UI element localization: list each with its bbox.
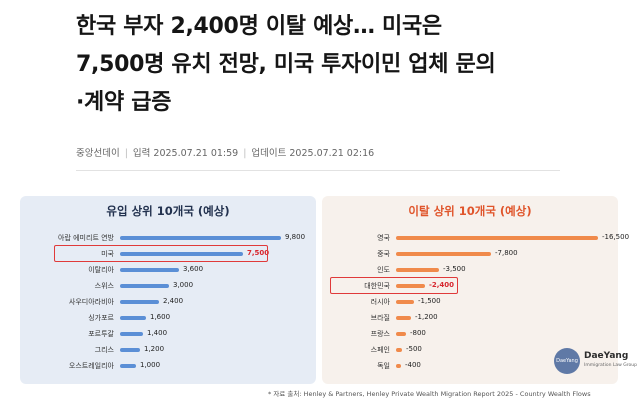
value-label: 9,800 bbox=[285, 233, 306, 241]
bar-mark bbox=[396, 332, 406, 336]
bar-row-out: 스페인 -500 bbox=[322, 342, 618, 358]
bar-row-in: 이탈리아 3,600 bbox=[20, 262, 316, 278]
bar-mark bbox=[396, 364, 401, 368]
bar-mark bbox=[396, 300, 414, 304]
source-note: * 자료 출처: Henley & Partners, Henley Priva… bbox=[268, 390, 591, 398]
value-label: 1,200 bbox=[144, 345, 165, 353]
bar-mark bbox=[120, 268, 179, 272]
bar-mark bbox=[120, 316, 146, 320]
country-label: 오스트레일리아 bbox=[68, 362, 114, 370]
meta-divider bbox=[76, 170, 560, 171]
value-label: 1,000 bbox=[140, 361, 161, 369]
article-meta: 중앙선데이 | 입력 2025.07.21 01:59 | 업데이트 2025.07.2… bbox=[76, 145, 374, 159]
bar-mark bbox=[120, 236, 281, 240]
headline-line-2: 7,500명 유치 전망, 미국 투자이민 업체 문의 bbox=[76, 52, 496, 77]
inflow-panel: 유입 상위 10개국 (예상) 아랍 에미리트 연방 9,800 미국 7,500 이탈… bbox=[20, 196, 316, 384]
bar-row-in: 아랍 에미리트 연방 9,800 bbox=[20, 230, 316, 246]
bar-row-in: 싱가포르 1,600 bbox=[20, 310, 316, 326]
logo-emblem-icon: DaeYang bbox=[554, 348, 580, 374]
inflow-panel-title: 유입 상위 10개국 (예상) bbox=[106, 204, 230, 218]
article-headline: 한국 부자 2,400명 이탈 예상… 미국은 7,500명 유치 전망, 미국… bbox=[76, 8, 616, 122]
wealth-migration-infographic: 유입 상위 10개국 (예상) 아랍 에미리트 연방 9,800 미국 7,500 이탈… bbox=[18, 196, 637, 402]
highlight-box bbox=[54, 245, 268, 262]
bar-mark bbox=[120, 348, 140, 352]
bar-row-out: 프랑스 -800 bbox=[322, 326, 618, 342]
bar-row-in: 포르투갈 1,400 bbox=[20, 326, 316, 342]
bar-mark bbox=[396, 236, 598, 240]
value-label: -400 bbox=[405, 361, 421, 369]
country-label: 사우디아라비아 bbox=[68, 298, 114, 306]
bar-row-out: 러시아 -1,500 bbox=[322, 294, 618, 310]
bar-mark bbox=[120, 252, 243, 256]
bar-mark bbox=[396, 252, 491, 256]
bar-row-out: 브라질 -1,200 bbox=[322, 310, 618, 326]
daeyang-logo: DaeYang DaeYang Immigration Law Group bbox=[554, 348, 637, 378]
country-label: 대한민국 bbox=[364, 282, 390, 290]
bar-mark bbox=[120, 284, 169, 288]
bar-mark bbox=[396, 284, 425, 288]
headline-line-1: 한국 부자 2,400명 이탈 예상… 미국은 bbox=[76, 14, 442, 39]
meta-separator: | bbox=[243, 148, 247, 159]
value-label: 7,500 bbox=[247, 249, 270, 257]
bar-mark bbox=[396, 348, 402, 352]
meta-separator: | bbox=[124, 148, 128, 159]
updated-time: 업데이트 2025.07.21 02:16 bbox=[251, 148, 375, 159]
bar-mark bbox=[120, 332, 143, 336]
bar-row-out: 중국 -7,800 bbox=[322, 246, 618, 262]
value-label: -2,400 bbox=[429, 281, 455, 289]
value-label: -800 bbox=[410, 329, 426, 337]
country-label: 프랑스 bbox=[370, 330, 390, 338]
bar-row-in: 사우디아라비아 2,400 bbox=[20, 294, 316, 310]
bar-row-out: 대한민국 -2,400 bbox=[322, 278, 618, 294]
bar-row-in: 오스트레일리아 1,000 bbox=[20, 358, 316, 374]
value-label: -1,200 bbox=[415, 313, 438, 321]
bar-row-out: 독일 -400 bbox=[322, 358, 618, 374]
value-label: 1,600 bbox=[150, 313, 171, 321]
value-label: 2,400 bbox=[163, 297, 184, 305]
logo-name: DaeYang bbox=[584, 351, 629, 361]
value-label: 1,400 bbox=[147, 329, 168, 337]
country-label: 포르투갈 bbox=[88, 330, 114, 338]
country-label: 스위스 bbox=[94, 282, 114, 290]
country-label: 인도 bbox=[377, 266, 390, 274]
country-label: 중국 bbox=[377, 250, 390, 258]
value-label: 3,000 bbox=[173, 281, 194, 289]
logo-subtitle: Immigration Law Group bbox=[584, 363, 637, 368]
bar-row-out: 인도 -3,500 bbox=[322, 262, 618, 278]
headline-line-3: ·계약 급증 bbox=[76, 90, 172, 115]
bar-mark bbox=[120, 364, 136, 368]
bar-row-in: 스위스 3,000 bbox=[20, 278, 316, 294]
published-time: 입력 2025.07.21 01:59 bbox=[132, 148, 239, 159]
country-label: 싱가포르 bbox=[88, 314, 114, 322]
value-label: -3,500 bbox=[443, 265, 466, 273]
bar-row-in: 그리스 1,200 bbox=[20, 342, 316, 358]
highlight-box bbox=[330, 277, 458, 294]
country-label: 러시아 bbox=[370, 298, 390, 306]
source-outlet[interactable]: 중앙선데이 bbox=[76, 148, 120, 159]
bar-row-in: 미국 7,500 bbox=[20, 246, 316, 262]
country-label: 브라질 bbox=[370, 314, 390, 322]
country-label: 독일 bbox=[377, 362, 390, 370]
bar-row-out: 영국 -16,500 bbox=[322, 230, 629, 246]
country-label: 스페인 bbox=[370, 346, 390, 354]
country-label: 영국 bbox=[377, 234, 390, 242]
value-label: -1,500 bbox=[418, 297, 441, 305]
country-label: 이탈리아 bbox=[88, 266, 114, 274]
country-label: 그리스 bbox=[94, 346, 114, 354]
value-label: -500 bbox=[406, 345, 422, 353]
value-label: 3,600 bbox=[183, 265, 204, 273]
bar-mark bbox=[120, 300, 159, 304]
country-label: 아랍 에미리트 연방 bbox=[58, 234, 114, 242]
value-label: -16,500 bbox=[602, 233, 630, 241]
outflow-panel-title: 이탈 상위 10개국 (예상) bbox=[408, 204, 532, 218]
value-label: -7,800 bbox=[495, 249, 518, 257]
bar-mark bbox=[396, 268, 439, 272]
bar-mark bbox=[396, 316, 411, 320]
country-label: 미국 bbox=[101, 250, 114, 258]
